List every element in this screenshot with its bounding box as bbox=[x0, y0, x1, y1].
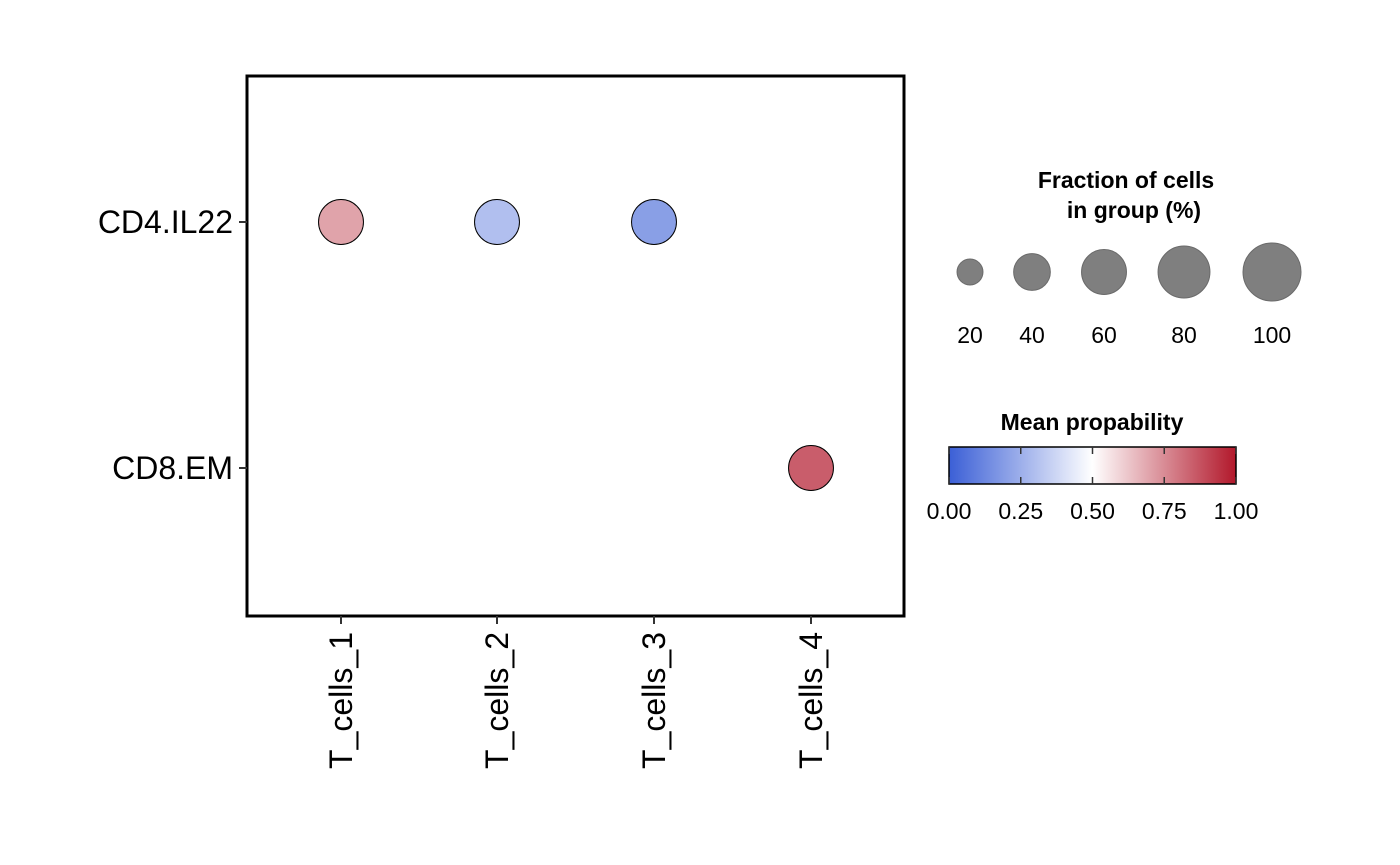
x-tick-label: T_cells_4 bbox=[793, 632, 829, 769]
color-legend-title: Mean propability bbox=[1001, 409, 1184, 435]
size-legend-title-line1: Fraction of cells bbox=[1038, 167, 1214, 193]
size-legend-label: 80 bbox=[1171, 322, 1197, 348]
size-legend-dot bbox=[1013, 253, 1051, 291]
colorbar-tick-label: 0.50 bbox=[1070, 498, 1115, 524]
size-legend-title-line2: in group (%) bbox=[1067, 197, 1201, 223]
data-point bbox=[318, 199, 364, 245]
colorbar-tick-label: 0.25 bbox=[998, 498, 1043, 524]
data-point bbox=[474, 199, 520, 245]
size-legend-label: 100 bbox=[1253, 322, 1291, 348]
size-legend-dot bbox=[1242, 242, 1302, 302]
size-legend-label: 60 bbox=[1091, 322, 1117, 348]
x-tick-label: T_cells_2 bbox=[479, 632, 515, 769]
size-legend: Fraction of cells in group (%) 20 40 60 80 1… bbox=[956, 167, 1302, 348]
size-legend-label: 20 bbox=[957, 322, 983, 348]
colorbar-tick-label: 1.00 bbox=[1214, 498, 1259, 524]
size-legend-dot bbox=[1157, 245, 1211, 299]
colorbar-tick-label: 0.75 bbox=[1142, 498, 1187, 524]
y-tick-label: CD8.EM bbox=[112, 450, 233, 486]
data-point bbox=[631, 199, 677, 245]
size-legend-label: 40 bbox=[1019, 322, 1045, 348]
size-legend-dot bbox=[956, 258, 984, 286]
plot-panel: CD4.IL22 CD8.EM T_cells_1 T_cells_2 T_cells_… bbox=[98, 74, 906, 769]
y-tick-label: CD4.IL22 bbox=[98, 204, 233, 240]
x-tick-label: T_cells_3 bbox=[636, 632, 672, 769]
color-legend: Mean propability 0.00 0.25 0.50 0.75 1.00 bbox=[927, 409, 1259, 524]
x-tick-label: T_cells_1 bbox=[323, 632, 359, 769]
colorbar-tick-label: 0.00 bbox=[927, 498, 972, 524]
panel-border bbox=[245, 74, 906, 618]
data-point bbox=[788, 445, 834, 491]
size-legend-dot bbox=[1081, 249, 1127, 295]
